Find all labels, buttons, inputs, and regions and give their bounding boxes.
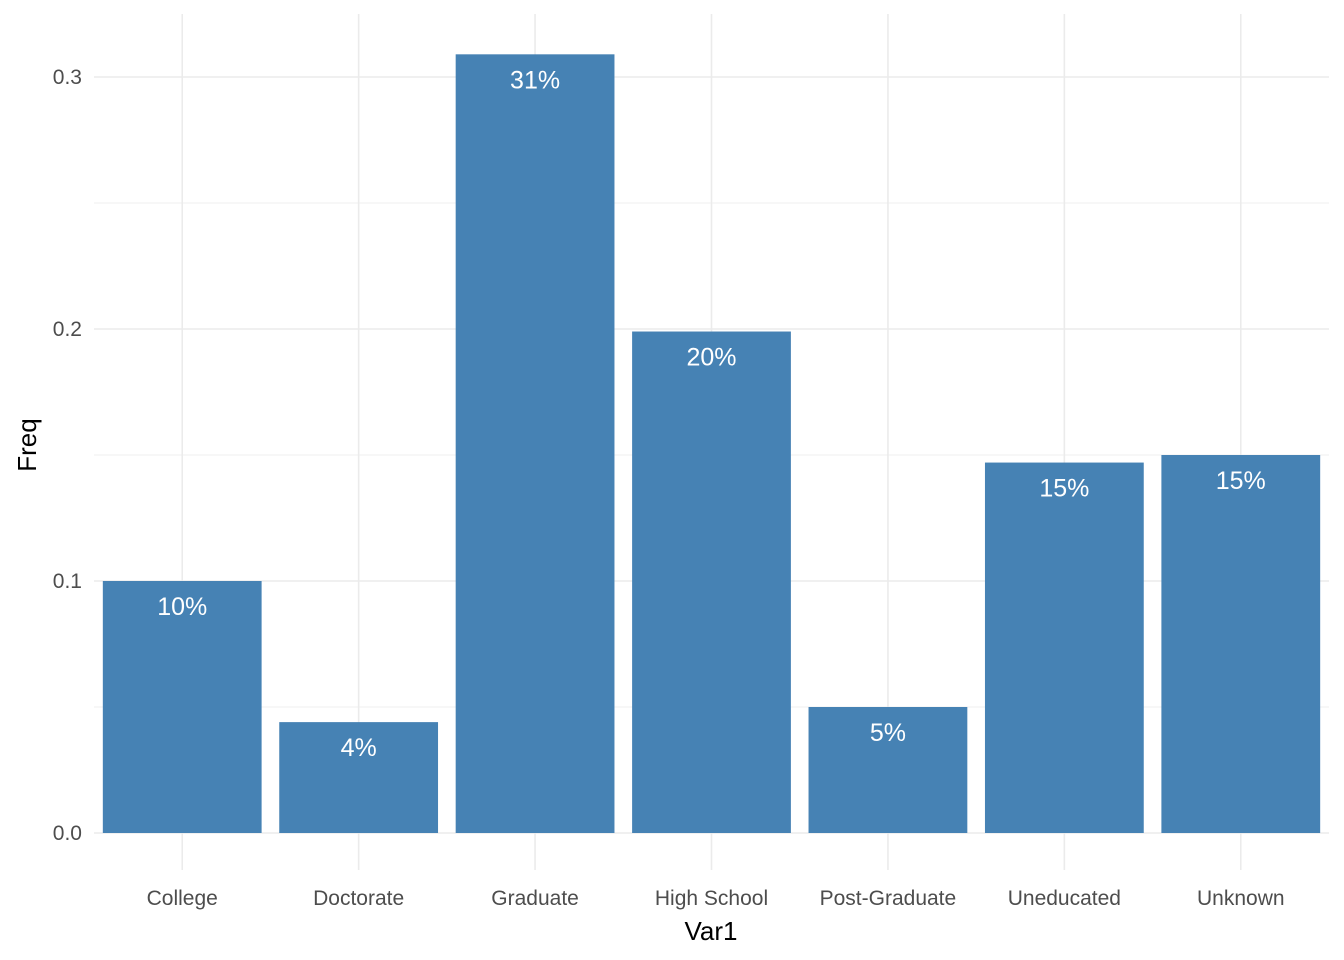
bar-labels: 10% 4% 31% 20% 5% 15% 15% <box>157 66 1266 762</box>
x-tick-label: Uneducated <box>1008 887 1121 910</box>
bar <box>808 707 968 833</box>
bar <box>455 54 615 833</box>
x-axis-ticks: College Doctorate Graduate High School Post-… <box>147 887 1285 910</box>
bar <box>279 722 439 833</box>
bar-data-label: 20% <box>686 344 736 372</box>
bar-data-label: 15% <box>1216 467 1266 495</box>
x-tick-label: Post-Graduate <box>820 887 957 910</box>
bar <box>1161 455 1321 833</box>
bars <box>102 54 1321 833</box>
x-tick-label: Doctorate <box>313 887 404 910</box>
bar <box>632 331 791 833</box>
x-tick-label: High School <box>655 887 768 910</box>
bar <box>984 462 1144 833</box>
bar-data-label: 4% <box>341 734 377 762</box>
bar-data-label: 10% <box>157 593 207 621</box>
y-tick-label: 0.2 <box>53 318 82 341</box>
y-tick-label: 0.0 <box>53 822 82 845</box>
bar-data-label: 15% <box>1039 475 1089 503</box>
x-tick-label: College <box>147 887 218 910</box>
y-axis-title: Freq <box>12 418 42 471</box>
bar <box>102 581 262 833</box>
y-tick-label: 0.3 <box>53 66 82 89</box>
bar-data-label: 31% <box>510 66 560 94</box>
x-tick-label: Graduate <box>491 887 579 910</box>
y-axis-ticks: 0.0 0.1 0.2 0.3 <box>53 66 82 845</box>
x-tick-label: Unknown <box>1197 887 1285 910</box>
x-axis-title: Var1 <box>685 916 738 946</box>
y-tick-label: 0.1 <box>53 570 82 593</box>
bar-data-label: 5% <box>870 719 906 747</box>
